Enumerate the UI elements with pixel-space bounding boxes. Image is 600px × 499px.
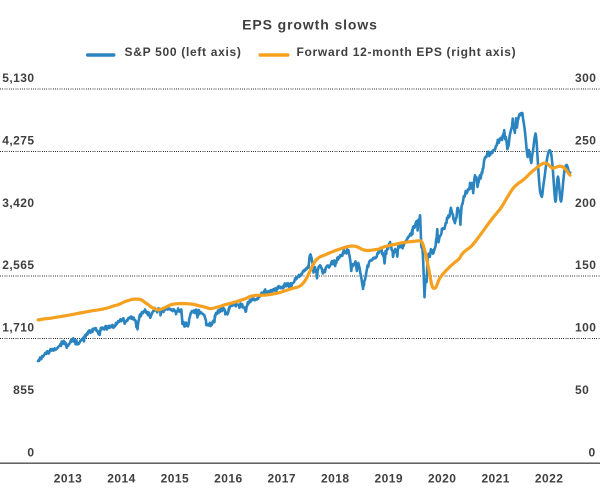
svg-text:2021: 2021	[481, 471, 510, 485]
svg-text:5,130: 5,130	[2, 71, 34, 85]
svg-text:EPS growth slows: EPS growth slows	[242, 17, 378, 33]
svg-text:300: 300	[575, 71, 596, 85]
svg-text:2014: 2014	[107, 471, 136, 485]
svg-text:0: 0	[589, 445, 596, 459]
svg-text:Forward 12-month EPS (right ax: Forward 12-month EPS (right axis)	[297, 45, 517, 59]
svg-text:4,275: 4,275	[2, 134, 34, 148]
svg-text:150: 150	[575, 258, 596, 272]
svg-text:2015: 2015	[161, 471, 190, 485]
svg-text:100: 100	[575, 321, 596, 335]
svg-text:2019: 2019	[375, 471, 404, 485]
svg-text:855: 855	[13, 383, 34, 397]
svg-text:3,420: 3,420	[2, 196, 34, 210]
svg-text:50: 50	[575, 383, 589, 397]
svg-text:2018: 2018	[321, 471, 350, 485]
svg-text:1,710: 1,710	[2, 321, 34, 335]
svg-text:2013: 2013	[54, 471, 83, 485]
svg-text:2016: 2016	[214, 471, 243, 485]
svg-text:2017: 2017	[268, 471, 297, 485]
svg-text:0: 0	[27, 445, 34, 459]
svg-text:250: 250	[575, 134, 596, 148]
svg-text:S&P 500 (left axis): S&P 500 (left axis)	[125, 45, 242, 59]
svg-text:2022: 2022	[535, 471, 564, 485]
svg-text:200: 200	[575, 196, 596, 210]
svg-text:2,565: 2,565	[2, 258, 34, 272]
svg-text:2020: 2020	[428, 471, 457, 485]
